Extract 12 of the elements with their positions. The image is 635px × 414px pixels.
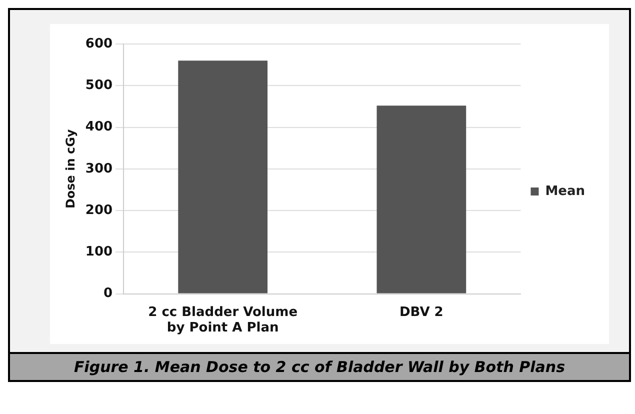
y-tick-label: 200 [85, 202, 113, 218]
legend-label: Mean [545, 184, 585, 199]
y-tick-label: 500 [85, 78, 113, 94]
x-tick-label: 2 cc Bladder Volume by Point A Plan [148, 304, 298, 336]
x-tick-label: DBV 2 [400, 304, 444, 320]
caption: Figure 1. Mean Dose to 2 cc of Bladder Wall by Both Plans [10, 352, 629, 380]
y-tick-label: 400 [85, 120, 113, 135]
y-tick-label: 300 [85, 161, 113, 176]
y-tick-label: 600 [85, 36, 113, 52]
y-tick-label: 100 [85, 244, 113, 260]
y-axis-title: Dose in cGy [63, 129, 78, 209]
y-tick-label: 0 [103, 286, 113, 302]
